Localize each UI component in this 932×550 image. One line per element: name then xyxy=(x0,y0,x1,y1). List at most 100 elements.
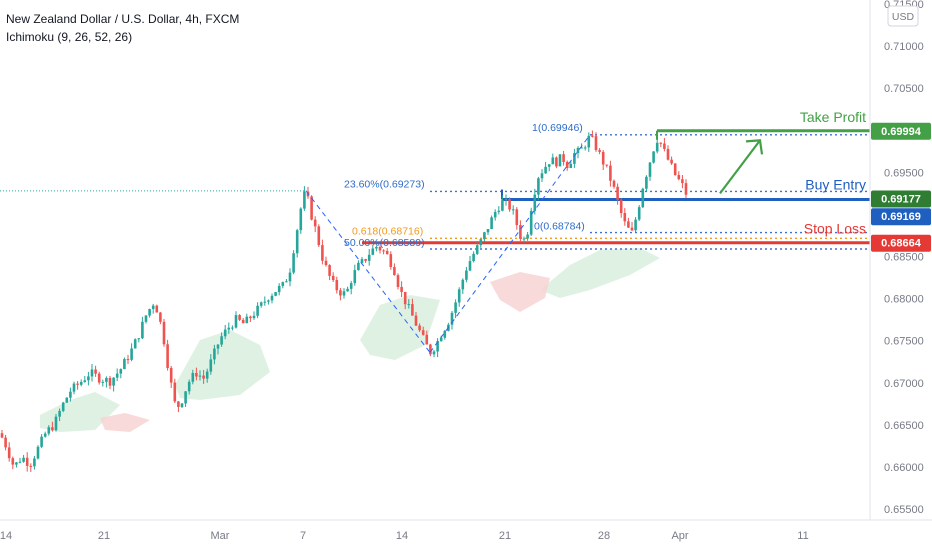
candle-body xyxy=(227,327,231,330)
candle-body xyxy=(360,259,364,263)
candle-body xyxy=(457,289,461,303)
cloud-green-0 xyxy=(40,392,120,432)
candle-body xyxy=(36,446,40,459)
x-tick-label: Apr xyxy=(671,530,688,542)
candle-body xyxy=(547,164,551,167)
candle-body xyxy=(274,292,277,296)
candle-body xyxy=(15,462,18,465)
candle-body xyxy=(205,371,209,379)
candle-body xyxy=(252,315,256,319)
candle-body xyxy=(357,262,360,271)
y-tick-label: 0.65500 xyxy=(884,504,924,516)
ichimoku-cloud xyxy=(40,248,660,432)
candle-body xyxy=(213,348,216,360)
candle-body xyxy=(184,391,187,404)
candle-body xyxy=(378,246,382,251)
candle-body xyxy=(321,245,324,261)
candle-body xyxy=(331,275,335,281)
candle-body xyxy=(198,375,202,377)
candle-body xyxy=(479,239,483,246)
price-badge xyxy=(871,190,931,208)
candle-body xyxy=(490,217,493,230)
indicator-title[interactable]: Ichimoku (9, 26, 52, 26) xyxy=(6,30,133,44)
candle-body xyxy=(328,265,331,276)
candle-body xyxy=(450,312,454,325)
candle-body xyxy=(245,316,249,324)
cloud-red-0 xyxy=(100,413,150,432)
symbol-title[interactable]: New Zealand Dollar / U.S. Dollar, 4h, FX… xyxy=(6,12,240,26)
y-tick-label: 0.69500 xyxy=(884,167,924,179)
price-badge xyxy=(871,122,931,140)
price-badge-label: 0.68664 xyxy=(881,238,922,250)
candle-body xyxy=(238,315,241,320)
candle-body xyxy=(177,401,180,407)
candle-body xyxy=(493,211,497,218)
candle-body xyxy=(605,164,609,166)
candle-body xyxy=(623,213,627,222)
level-lines xyxy=(0,129,870,250)
candle-body xyxy=(18,461,22,463)
price-badge-label: 0.69994 xyxy=(881,126,922,138)
candle-body xyxy=(576,147,580,154)
candle-body xyxy=(295,230,299,254)
candle-body xyxy=(634,219,637,231)
chart-header: New Zealand Dollar / U.S. Dollar, 4h, FX… xyxy=(6,10,239,46)
candle-body xyxy=(587,135,591,148)
candle-body xyxy=(389,254,393,268)
candle-body xyxy=(349,283,353,289)
candle-body xyxy=(684,183,688,195)
candle-body xyxy=(663,143,666,149)
candle-body xyxy=(468,261,472,271)
x-tick-label: 14 xyxy=(396,530,408,542)
candle-body xyxy=(310,196,313,220)
candle-body xyxy=(155,305,159,313)
candle-body xyxy=(148,309,151,316)
candle-body xyxy=(220,336,223,345)
projection-arrow-shaft xyxy=(719,139,761,195)
x-tick-label: 14 xyxy=(0,530,12,542)
fib-swing-up xyxy=(429,134,591,353)
x-tick-label: 21 xyxy=(499,530,511,542)
candle-body xyxy=(382,250,385,252)
candle-body xyxy=(281,282,285,286)
x-tick-label: Mar xyxy=(211,530,230,542)
candle-body xyxy=(313,219,317,227)
candle-body xyxy=(231,327,234,329)
candle-body xyxy=(191,372,195,382)
candle-body xyxy=(429,344,432,355)
candle-body xyxy=(33,458,36,467)
candle-body xyxy=(519,225,522,239)
x-tick-label: 7 xyxy=(300,530,306,542)
candle-body xyxy=(616,186,619,200)
candle-body xyxy=(7,447,11,459)
y-tick-label: 0.68500 xyxy=(884,252,924,264)
candle-body xyxy=(454,302,457,313)
fib-level-label: 0(0.68784) xyxy=(534,221,585,233)
candle-body xyxy=(353,270,357,284)
candle-body xyxy=(342,291,346,296)
candle-body xyxy=(133,339,137,349)
candle-body xyxy=(249,316,252,319)
candle-body xyxy=(180,403,184,407)
x-tick-label: 28 xyxy=(598,530,610,542)
candle-body xyxy=(169,367,173,383)
fib-level-label: 50.00%(0.68589) xyxy=(344,237,425,249)
candle-body xyxy=(335,280,339,291)
candle-body xyxy=(627,221,630,228)
candle-body xyxy=(580,147,583,149)
candle-body xyxy=(526,234,529,239)
candle-body xyxy=(267,300,270,302)
projection-arrow-head xyxy=(745,139,764,155)
candle-body xyxy=(598,150,601,152)
candle-body xyxy=(403,291,407,305)
candle-body xyxy=(400,286,403,292)
candle-body xyxy=(558,154,562,167)
candle-body xyxy=(511,209,515,211)
candle-body xyxy=(537,178,540,195)
candle-body xyxy=(263,301,267,303)
candle-body xyxy=(551,157,555,165)
y-tick-label: 0.67000 xyxy=(884,378,924,390)
candle-body xyxy=(601,151,605,165)
candle-body xyxy=(209,359,213,372)
